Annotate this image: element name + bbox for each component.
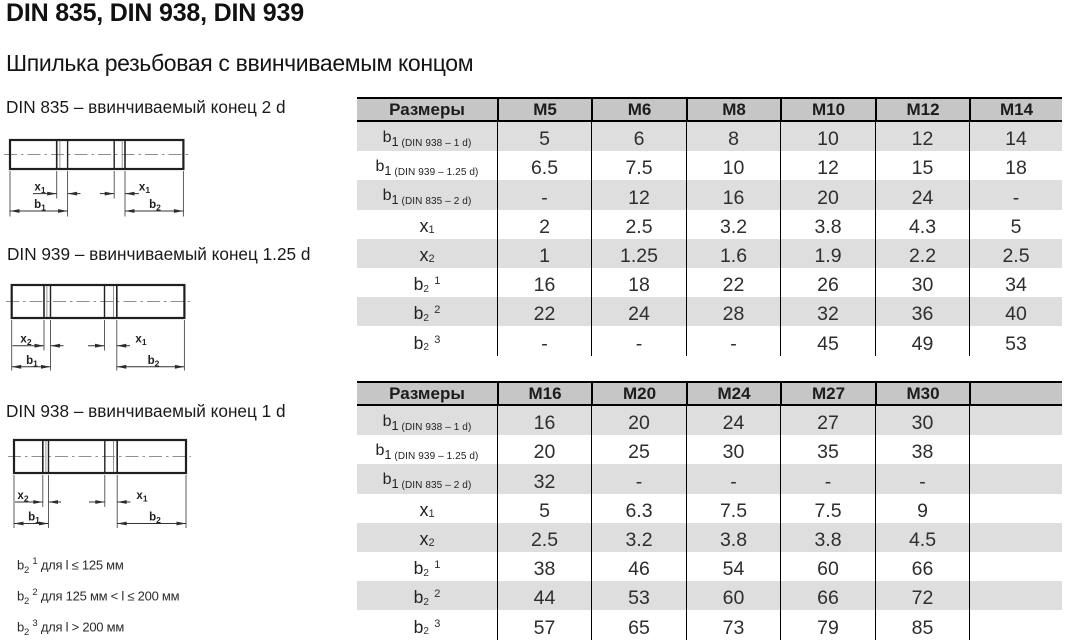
svg-text:x1: x1 [139,182,150,196]
svg-text:b1: b1 [26,355,38,369]
svg-text:x2: x2 [17,490,28,504]
svg-text:x1: x1 [135,334,146,348]
svg-text:b1: b1 [34,199,46,213]
svg-text:x1: x1 [34,182,45,196]
svg-text:b2: b2 [149,199,161,213]
svg-text:b2: b2 [148,355,160,369]
svg-text:b1: b1 [28,512,40,526]
svg-text:b2: b2 [149,512,161,526]
svg-text:x1: x1 [136,490,147,504]
svg-text:x2: x2 [20,334,31,348]
